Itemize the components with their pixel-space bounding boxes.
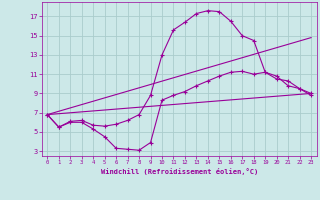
X-axis label: Windchill (Refroidissement éolien,°C): Windchill (Refroidissement éolien,°C) <box>100 168 258 175</box>
